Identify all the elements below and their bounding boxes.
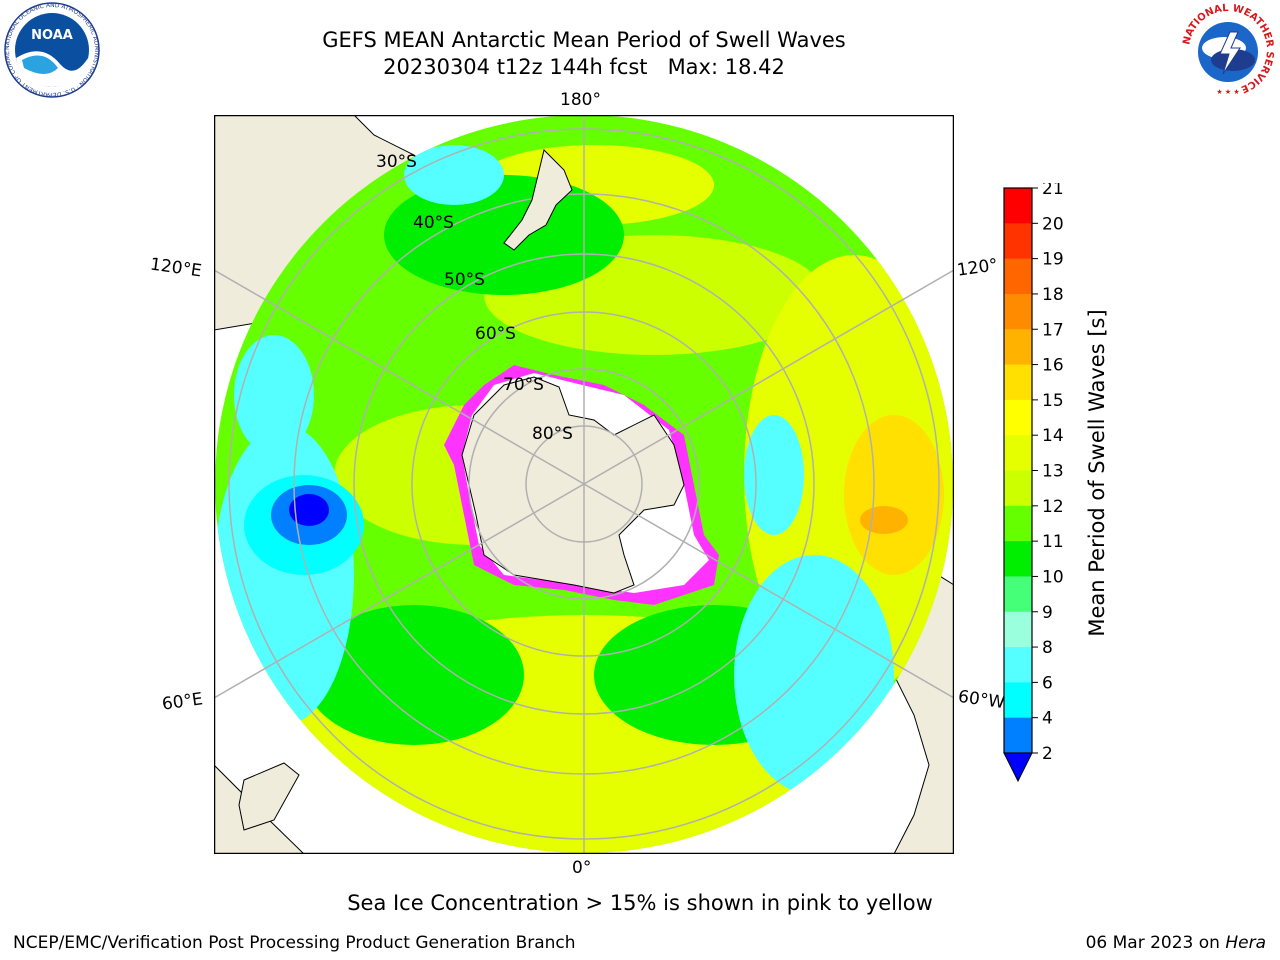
noaa-logo: NATIONAL OCEANIC AND ATMOSPHERIC ADMINIS… — [2, 2, 100, 98]
colorbar-swatch — [1004, 329, 1032, 366]
colorbar-swatch — [1004, 364, 1032, 401]
colorbar-tick-label: 9 — [1042, 603, 1053, 623]
lat-label-80s: 80°S — [532, 424, 573, 444]
colorbar-tick-label: 16 — [1042, 356, 1064, 376]
lat-label-30s: 30°S — [376, 152, 417, 172]
colorbar-swatch — [1004, 505, 1032, 542]
noaa-logo-text: NOAA — [31, 28, 73, 43]
lon-label-120e: 120°E — [148, 254, 203, 282]
colorbar-tick-label: 12 — [1042, 497, 1064, 517]
nws-logo: NATIONAL WEATHER SERVICE ★ ★ ★ — [1181, 3, 1275, 97]
colorbar-swatch — [1004, 470, 1032, 507]
colorbar-swatch — [1004, 576, 1032, 613]
colorbar-extend-triangle — [1003, 752, 1033, 783]
colorbar-swatch — [1004, 682, 1032, 719]
colorbar-tick-label: 21 — [1042, 183, 1064, 199]
lat-label-50s: 50°S — [444, 270, 485, 290]
nws-stars: ★ ★ ★ — [1216, 88, 1239, 96]
colorbar-tick-label: 6 — [1042, 673, 1053, 693]
colorbar-swatch — [1004, 717, 1032, 754]
colorbar-tick-label: 4 — [1042, 709, 1053, 729]
land-new-zealand — [503, 149, 573, 251]
lat-label-40s: 40°S — [413, 213, 454, 233]
lon-label-0: 0° — [572, 858, 592, 878]
colorbar-tick-label: 10 — [1042, 567, 1064, 587]
lon-label-120w: 120° — [955, 255, 1000, 281]
colorbar-swatch — [1004, 188, 1032, 224]
footer-date: 06 Mar 2023 on Hera — [1086, 933, 1266, 953]
colorbar-tick-label: 17 — [1042, 320, 1064, 340]
lat-label-60s: 60°S — [475, 324, 516, 344]
land-antarctica — [461, 376, 685, 594]
colorbar-tick-label: 20 — [1042, 214, 1064, 234]
colorbar-tick-label: 8 — [1042, 638, 1053, 658]
land-madagascar — [238, 762, 300, 831]
colorbar-tick-label: 11 — [1042, 532, 1064, 552]
footer-date-text: 06 Mar 2023 on — [1085, 933, 1226, 953]
colorbar-label: Mean Period of Swell Waves [s] — [1085, 309, 1109, 636]
colorbar-swatch — [1004, 647, 1032, 683]
lon-label-180: 180° — [560, 90, 601, 110]
sea-ice-caption: Sea Ice Concentration > 15% is shown in … — [347, 891, 933, 915]
chart-subtitle: 20230304 t12z 144h fcst Max: 18.42 — [383, 55, 785, 79]
colorbar-swatch — [1004, 293, 1032, 330]
footer-machine: Hera — [1225, 933, 1266, 953]
colorbar-swatch — [1004, 611, 1032, 648]
colorbar-tick-label: 15 — [1042, 391, 1064, 411]
colorbar-swatch — [1004, 223, 1032, 260]
colorbar-swatch — [1004, 399, 1032, 436]
footer-credit: NCEP/EMC/Verification Post Processing Pr… — [13, 933, 576, 953]
colorbar-tick-label: 18 — [1042, 285, 1064, 305]
colorbar-swatch — [1004, 258, 1032, 295]
colorbar-tick-label: 2 — [1042, 744, 1053, 764]
colorbar-swatch — [1004, 435, 1032, 471]
colorbar-tick-label: 19 — [1042, 250, 1064, 270]
colorbar-swatch — [1004, 541, 1032, 577]
colorbar: 21 20 19 18 17 16 15 14 13 12 11 10 9 8 6 4 2 Mean Perio… — [1003, 183, 1109, 783]
lat-label-70s: 70°S — [503, 375, 544, 395]
colorbar-tick-label: 14 — [1042, 426, 1064, 446]
chart-title: GEFS MEAN Antarctic Mean Period of Swell… — [322, 28, 846, 52]
lon-label-60e: 60°E — [160, 689, 205, 715]
polar-map — [214, 115, 954, 854]
colorbar-tick-label: 13 — [1042, 462, 1064, 482]
